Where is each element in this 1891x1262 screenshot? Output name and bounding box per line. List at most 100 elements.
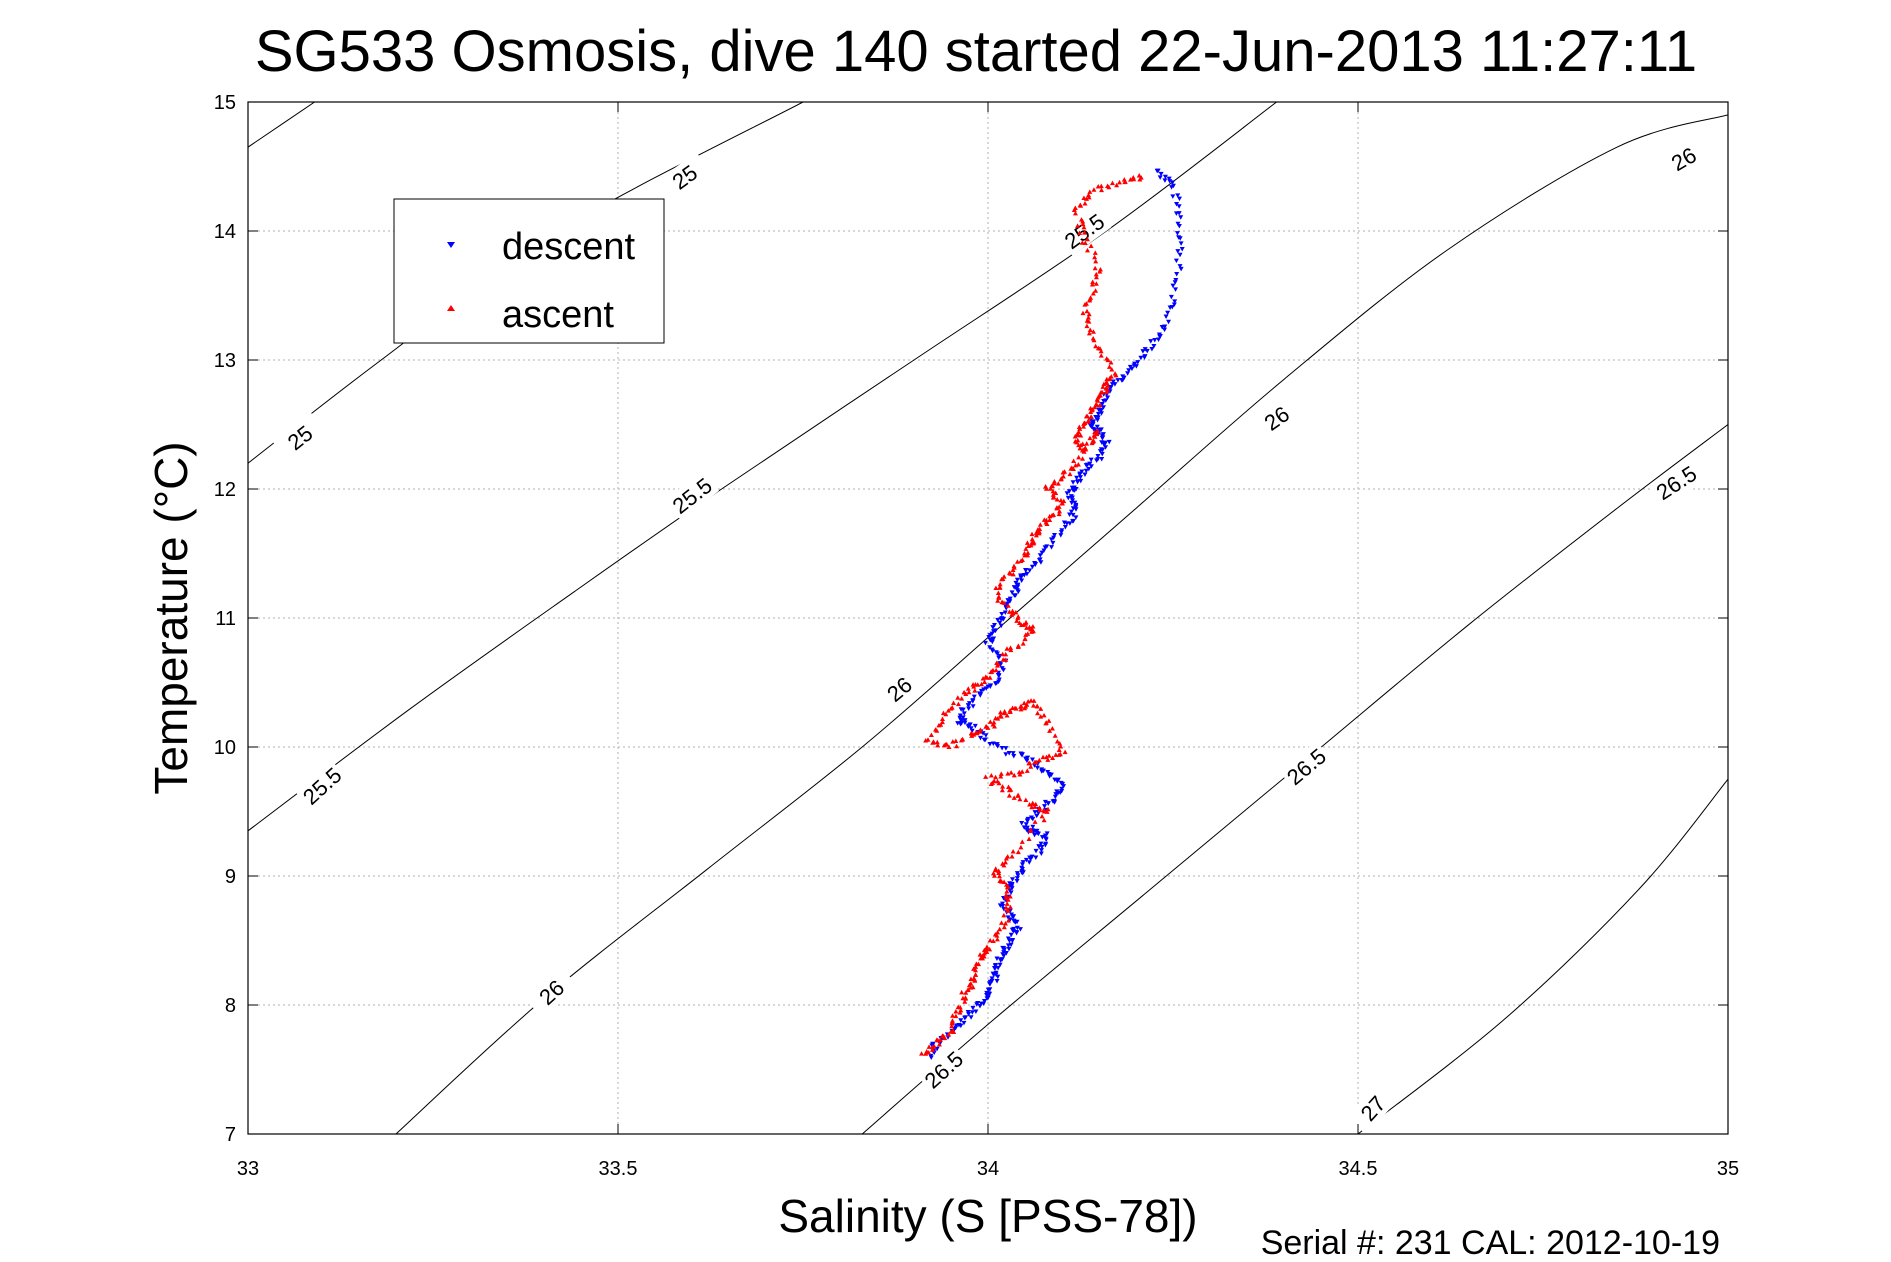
ascent-point-58 xyxy=(1082,302,1088,307)
descent-point-36 xyxy=(1168,294,1174,300)
ascent-point-511 xyxy=(973,972,979,977)
descent-point-475 xyxy=(997,962,1003,968)
descent-point-402 xyxy=(1027,855,1033,860)
ascent-point-342 xyxy=(983,724,989,729)
descent-point-337 xyxy=(1052,777,1058,783)
descent-point-4 xyxy=(1162,174,1168,180)
descent-point-108 xyxy=(1098,427,1104,432)
descent-point-240 xyxy=(991,636,997,642)
descent-point-362 xyxy=(1032,810,1038,815)
ascent-point-214 xyxy=(1025,550,1031,555)
descent-point-235 xyxy=(992,628,998,633)
ascent-point-306 xyxy=(943,711,949,717)
contour-label-bg-1 xyxy=(272,412,327,463)
ascent-point-549 xyxy=(936,1042,942,1047)
descent-point-27 xyxy=(1177,252,1183,258)
ascent-point-349 xyxy=(995,716,1001,721)
ascent-point-34 xyxy=(1077,230,1083,236)
ascent-point-444 xyxy=(1032,819,1038,824)
ascent-point-370 xyxy=(1030,703,1036,708)
ascent-point-486 xyxy=(1001,924,1007,930)
descent-point-505 xyxy=(974,1002,980,1007)
ascent-point-265 xyxy=(1022,636,1028,641)
descent-point-167 xyxy=(1073,515,1079,520)
ascent-point-27 xyxy=(1071,207,1077,213)
ascent-point-279 xyxy=(993,667,999,673)
ascent-point-153 xyxy=(1071,458,1077,464)
descent-point-223 xyxy=(1002,610,1008,615)
ascent-point-174 xyxy=(1050,492,1056,497)
ascent-point-412 xyxy=(988,773,994,778)
ascent-point-319 xyxy=(934,739,940,745)
descent-point-60 xyxy=(1138,355,1144,361)
ascent-point-300 xyxy=(955,701,961,707)
descent-point-354 xyxy=(1050,799,1056,804)
ascent-point-459 xyxy=(992,867,998,873)
ascent-point-376 xyxy=(1041,712,1047,718)
ascent-point-383 xyxy=(1054,738,1060,744)
ascent-point-307 xyxy=(939,716,945,721)
contour-label-bg-11 xyxy=(917,1043,971,1096)
ascent-point-165 xyxy=(1051,479,1057,484)
ascent-point-537 xyxy=(949,1020,955,1026)
descent-point-313 xyxy=(1003,746,1009,751)
ascent-point-529 xyxy=(957,1004,963,1010)
ascent-point-428 xyxy=(1017,796,1023,802)
ascent-point-166 xyxy=(1055,481,1061,486)
ascent-point-373 xyxy=(1038,706,1044,711)
ascent-point-140 xyxy=(1087,435,1093,441)
descent-point-414 xyxy=(1014,876,1020,881)
ascent-point-14 xyxy=(1098,183,1104,189)
descent-point-174 xyxy=(1062,525,1068,530)
ascent-point-91 xyxy=(1100,384,1106,389)
ascent-point-410 xyxy=(998,774,1004,779)
ascent-point-25 xyxy=(1078,203,1084,208)
descent-point-506 xyxy=(977,1004,983,1009)
legend: descent ascent xyxy=(393,198,665,344)
ascent-point-213 xyxy=(1023,546,1029,551)
descent-point-258 xyxy=(995,673,1001,678)
ascent-point-482 xyxy=(1001,912,1007,918)
descent-point-486 xyxy=(989,976,995,981)
ascent-point-457 xyxy=(1000,861,1006,866)
ascent-point-379 xyxy=(1043,720,1049,726)
ascent-point-385 xyxy=(1058,743,1064,749)
descent-point-203 xyxy=(1014,577,1020,583)
ascent-point-362 xyxy=(1018,703,1024,709)
descent-point-25 xyxy=(1179,246,1185,252)
descent-point-131 xyxy=(1088,464,1094,469)
descent-point-493 xyxy=(987,987,993,992)
descent-point-435 xyxy=(999,901,1005,907)
ascent-point-405 xyxy=(1017,771,1023,777)
descent-point-228 xyxy=(995,617,1001,623)
ascent-point-377 xyxy=(1046,718,1052,723)
ascent-point-215 xyxy=(1021,550,1027,556)
ascent-point-278 xyxy=(994,663,1000,668)
ascent-point-401 xyxy=(1028,764,1034,769)
descent-point-140 xyxy=(1077,475,1083,480)
descent-point-314 xyxy=(1003,752,1009,757)
descent-point-144 xyxy=(1075,479,1081,485)
ascent-point-312 xyxy=(933,727,939,732)
descent-point-57 xyxy=(1140,349,1146,354)
ascent-point-82 xyxy=(1112,371,1118,376)
descent-point-383 xyxy=(1035,831,1041,837)
descent-point-190 xyxy=(1038,560,1044,565)
descent-point-222 xyxy=(999,611,1005,617)
descent-point-516 xyxy=(958,1018,964,1023)
contour-label-bg-9 xyxy=(1648,458,1704,507)
ascent-point-161 xyxy=(1060,470,1066,475)
descent-point-426 xyxy=(1008,890,1014,896)
ascent-point-150 xyxy=(1079,447,1085,453)
ascent-point-194 xyxy=(1041,517,1047,522)
descent-point-420 xyxy=(1007,881,1013,886)
ascent-point-498 xyxy=(984,949,990,954)
ascent-point-40 xyxy=(1084,247,1090,253)
ascent-point-125 xyxy=(1072,433,1078,439)
ascent-point-249 xyxy=(1015,615,1021,621)
ascent-point-152 xyxy=(1080,456,1086,461)
descent-point-49 xyxy=(1157,334,1163,339)
ascent-point-10 xyxy=(1114,182,1120,188)
descent-point-311 xyxy=(995,744,1001,749)
ascent-point-5 xyxy=(1131,176,1137,182)
